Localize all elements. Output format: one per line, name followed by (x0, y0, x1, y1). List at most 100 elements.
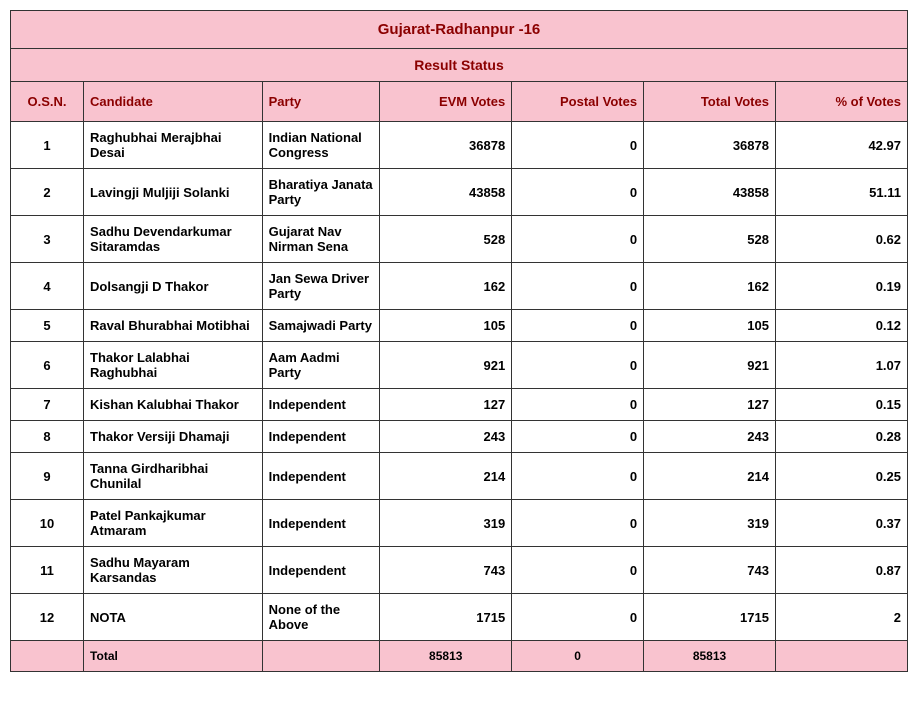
cell-osn: 5 (11, 310, 84, 342)
cell-evm: 43858 (380, 169, 512, 216)
cell-pct: 0.12 (775, 310, 907, 342)
cell-pct: 42.97 (775, 122, 907, 169)
cell-party: Samajwadi Party (262, 310, 380, 342)
table-row: 12NOTANone of the Above1715017152 (11, 594, 908, 641)
cell-party: None of the Above (262, 594, 380, 641)
cell-evm: 162 (380, 263, 512, 310)
cell-postal: 0 (512, 547, 644, 594)
cell-party: Indian National Congress (262, 122, 380, 169)
table-row: 9Tanna Girdharibhai ChunilalIndependent2… (11, 453, 908, 500)
cell-pct: 1.07 (775, 342, 907, 389)
cell-candidate: NOTA (84, 594, 263, 641)
cell-candidate: Lavingji Muljiji Solanki (84, 169, 263, 216)
cell-candidate: Sadhu Mayaram Karsandas (84, 547, 263, 594)
cell-pct: 0.37 (775, 500, 907, 547)
cell-evm: 528 (380, 216, 512, 263)
cell-postal: 0 (512, 500, 644, 547)
cell-postal: 0 (512, 594, 644, 641)
cell-evm: 743 (380, 547, 512, 594)
total-postal-cell: 0 (512, 641, 644, 672)
cell-candidate: Raval Bhurabhai Motibhai (84, 310, 263, 342)
total-pct-cell (775, 641, 907, 672)
cell-postal: 0 (512, 342, 644, 389)
cell-pct: 0.87 (775, 547, 907, 594)
total-evm-cell: 85813 (380, 641, 512, 672)
cell-party: Jan Sewa Driver Party (262, 263, 380, 310)
cell-total: 214 (644, 453, 776, 500)
cell-pct: 0.19 (775, 263, 907, 310)
cell-evm: 1715 (380, 594, 512, 641)
total-total-cell: 85813 (644, 641, 776, 672)
col-header-pct: % of Votes (775, 82, 907, 122)
cell-evm: 319 (380, 500, 512, 547)
cell-total: 1715 (644, 594, 776, 641)
cell-pct: 0.62 (775, 216, 907, 263)
title-row: Gujarat-Radhanpur -16 (11, 11, 908, 49)
cell-party: Aam Aadmi Party (262, 342, 380, 389)
cell-candidate: Thakor Lalabhai Raghubhai (84, 342, 263, 389)
cell-osn: 6 (11, 342, 84, 389)
cell-total: 743 (644, 547, 776, 594)
table-subtitle: Result Status (11, 49, 908, 82)
table-row: 7Kishan Kalubhai ThakorIndependent127012… (11, 389, 908, 421)
cell-evm: 214 (380, 453, 512, 500)
total-party-cell (262, 641, 380, 672)
cell-candidate: Tanna Girdharibhai Chunilal (84, 453, 263, 500)
cell-candidate: Raghubhai Merajbhai Desai (84, 122, 263, 169)
table-body: 1Raghubhai Merajbhai DesaiIndian Nationa… (11, 122, 908, 641)
cell-party: Bharatiya Janata Party (262, 169, 380, 216)
table-row: 8Thakor Versiji DhamajiIndependent243024… (11, 421, 908, 453)
cell-postal: 0 (512, 263, 644, 310)
cell-candidate: Patel Pankajkumar Atmaram (84, 500, 263, 547)
table-row: 2Lavingji Muljiji SolankiBharatiya Janat… (11, 169, 908, 216)
col-header-party: Party (262, 82, 380, 122)
cell-pct: 0.25 (775, 453, 907, 500)
table-title: Gujarat-Radhanpur -16 (11, 11, 908, 49)
cell-evm: 243 (380, 421, 512, 453)
cell-postal: 0 (512, 421, 644, 453)
col-header-postal: Postal Votes (512, 82, 644, 122)
header-row: O.S.N. Candidate Party EVM Votes Postal … (11, 82, 908, 122)
cell-pct: 2 (775, 594, 907, 641)
col-header-candidate: Candidate (84, 82, 263, 122)
cell-party: Independent (262, 547, 380, 594)
cell-pct: 51.11 (775, 169, 907, 216)
cell-party: Independent (262, 421, 380, 453)
cell-party: Independent (262, 500, 380, 547)
cell-osn: 3 (11, 216, 84, 263)
cell-evm: 105 (380, 310, 512, 342)
table-row: 10Patel Pankajkumar AtmaramIndependent31… (11, 500, 908, 547)
results-table-wrap: Gujarat-Radhanpur -16 Result Status O.S.… (10, 10, 908, 672)
table-row: 3Sadhu Devendarkumar SitaramdasGujarat N… (11, 216, 908, 263)
table-row: 4Dolsangji D ThakorJan Sewa Driver Party… (11, 263, 908, 310)
results-table: Gujarat-Radhanpur -16 Result Status O.S.… (10, 10, 908, 672)
cell-pct: 0.28 (775, 421, 907, 453)
cell-osn: 12 (11, 594, 84, 641)
cell-evm: 921 (380, 342, 512, 389)
table-row: 5Raval Bhurabhai MotibhaiSamajwadi Party… (11, 310, 908, 342)
cell-total: 528 (644, 216, 776, 263)
cell-osn: 11 (11, 547, 84, 594)
cell-osn: 2 (11, 169, 84, 216)
cell-total: 105 (644, 310, 776, 342)
cell-total: 319 (644, 500, 776, 547)
col-header-osn: O.S.N. (11, 82, 84, 122)
cell-party: Gujarat Nav Nirman Sena (262, 216, 380, 263)
cell-pct: 0.15 (775, 389, 907, 421)
total-osn-cell (11, 641, 84, 672)
cell-postal: 0 (512, 310, 644, 342)
total-row: Total 85813 0 85813 (11, 641, 908, 672)
cell-total: 36878 (644, 122, 776, 169)
cell-candidate: Sadhu Devendarkumar Sitaramdas (84, 216, 263, 263)
cell-total: 162 (644, 263, 776, 310)
cell-postal: 0 (512, 122, 644, 169)
cell-candidate: Dolsangji D Thakor (84, 263, 263, 310)
cell-osn: 7 (11, 389, 84, 421)
cell-osn: 1 (11, 122, 84, 169)
cell-postal: 0 (512, 216, 644, 263)
table-row: 6Thakor Lalabhai RaghubhaiAam Aadmi Part… (11, 342, 908, 389)
cell-osn: 10 (11, 500, 84, 547)
cell-postal: 0 (512, 389, 644, 421)
cell-total: 921 (644, 342, 776, 389)
cell-total: 43858 (644, 169, 776, 216)
